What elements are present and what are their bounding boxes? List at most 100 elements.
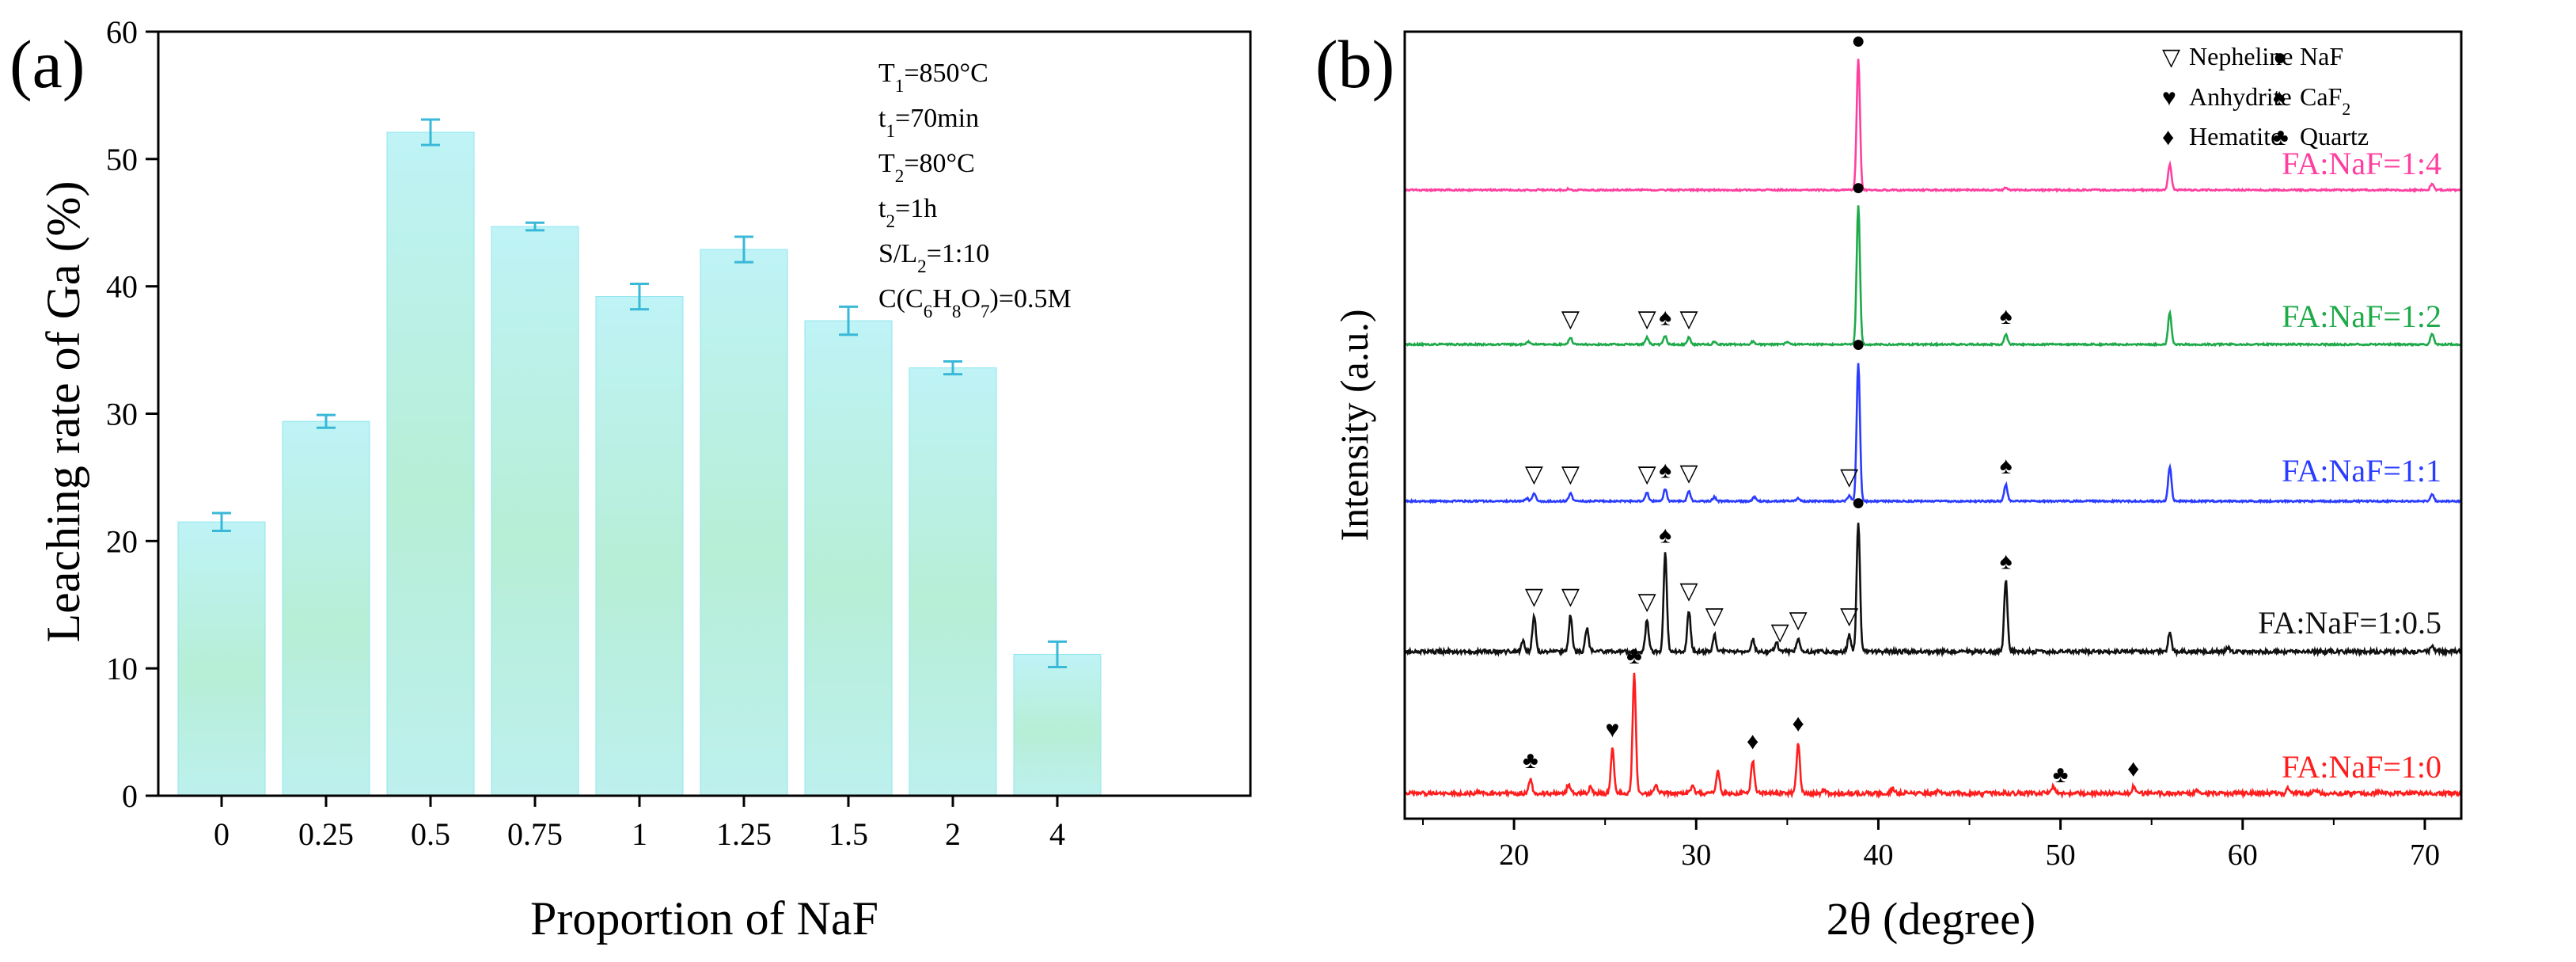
xrd-series-label: FA:NaF=1:0.5 [2258, 605, 2441, 641]
bar [386, 131, 475, 797]
legend-symbol: ● [2273, 44, 2287, 70]
phase-marker: ▽ [1525, 584, 1543, 610]
x-tick-label: 50 [2046, 838, 2076, 872]
phase-marker: ♠ [1659, 457, 1671, 483]
bar [282, 420, 370, 797]
panel-a-bars [177, 131, 1102, 797]
panel-a-y-ticks: 0 10 20 30 40 50 60 [106, 14, 158, 814]
phase-marker: ▽ [1525, 461, 1543, 487]
phase-marker: ▽ [1561, 306, 1580, 332]
xrd-series-label: FA:NaF=1:4 [2282, 146, 2441, 181]
legend-symbol: ♦ [2162, 124, 2174, 150]
legend-symbol: ♥ [2162, 85, 2176, 111]
phase-marker: ♦ [1747, 728, 1758, 755]
panel-a-label: (a) [9, 26, 85, 102]
x-tick-label: 0.25 [298, 816, 354, 852]
panel-b-xrd-chart: (b) FA:NaF=1:4FA:NaF=1:2FA:NaF=1:1FA:NaF… [1315, 26, 2463, 945]
xrd-series-label: FA:NaF=1:0 [2282, 749, 2441, 785]
x-tick-label: 2 [945, 816, 961, 852]
phase-marker: ▽ [1638, 306, 1656, 332]
condition-text: S/L2=1:10 [878, 239, 989, 277]
xrd-pattern-line [1403, 672, 2463, 800]
x-tick-label: 1 [632, 816, 647, 852]
bar [595, 296, 684, 797]
panel-b-legend: ▽ Nepheline● NaF ♥ Anhydrite♠ CaF2 ♦ Hematite♣ Q… [2162, 42, 2369, 150]
panel-b-x-axis-label: 2θ (degree) [1827, 893, 2035, 945]
x-tick-label: 4 [1049, 816, 1065, 852]
y-tick-label: 40 [106, 269, 138, 305]
phase-marker: ▽ [1789, 607, 1808, 633]
legend-symbol: ♠ [2273, 85, 2286, 111]
y-tick-label: 50 [106, 142, 138, 177]
phase-marker: ▽ [1840, 603, 1858, 629]
phase-marker: ▽ [1561, 462, 1580, 488]
phase-marker: ♦ [1793, 711, 1804, 737]
bar [491, 226, 579, 797]
legend-symbol: ▽ [2162, 44, 2180, 70]
bar [700, 249, 788, 797]
panel-b-xrd-patterns: FA:NaF=1:4 FA:NaF=1:2 FA:NaF=1:1 FA:NaF=1:0… [1403, 59, 2463, 800]
panel-a-error-bars [212, 118, 1067, 669]
bar [177, 521, 266, 797]
panel-b-phase-markers: ●▽ ▽ ♠ ▽●♠▽ ▽ ▽ ♠ ▽ ▽●♠▽ ▽ ▽♠▽▽▽ ▽ ▽●♠♣♥♣♦♦♣ ♦ [1523, 28, 2139, 788]
phase-marker: ▽ [1680, 578, 1698, 604]
panel-b-y-axis-label: Intensity (a.u.) [1332, 310, 1376, 542]
phase-marker: ▽ [1840, 464, 1858, 490]
panel-b-x-ticks: 20 30 40 50 60 70 [1422, 819, 2440, 872]
x-tick-label: 40 [1863, 838, 1893, 872]
legend-label: Quartz [2300, 122, 2369, 150]
xrd-series-label: FA:NaF=1:1 [2282, 453, 2441, 489]
phase-marker: ▽ [1638, 588, 1656, 614]
phase-marker: ● [1851, 28, 1865, 54]
legend-label: Hematite [2189, 122, 2282, 150]
condition-text: t1=70min [878, 104, 979, 142]
panel-b-plot-frame [1403, 30, 2463, 820]
x-tick-label: 0.5 [411, 816, 450, 852]
phase-marker: ▽ [1771, 619, 1789, 645]
phase-marker: ♠ [2000, 453, 2013, 479]
xrd-pattern-line [1403, 59, 2462, 193]
xrd-series-label: FA:NaF=1:2 [2282, 298, 2441, 334]
y-tick-label: 0 [122, 778, 138, 814]
x-tick-label: 0 [214, 816, 230, 852]
x-tick-label: 20 [1499, 838, 1529, 872]
phase-marker: ▽ [1561, 584, 1580, 610]
bar [909, 367, 997, 797]
panel-a-x-ticks: 0 0.25 0.5 0.75 1 1.25 1.5 2 4 [214, 796, 1065, 852]
x-tick-label: 70 [2410, 838, 2440, 872]
legend-label: Anhydrite [2189, 82, 2292, 111]
condition-text: t2=1h [878, 194, 937, 232]
condition-text: T2=80°C [878, 149, 975, 187]
y-tick-label: 20 [106, 523, 138, 559]
phase-marker: ● [1851, 174, 1865, 200]
legend-label: NaF [2300, 42, 2343, 70]
panel-a-conditions-box: T1=850°C t1=70min T2=80°C t2=1h S/L2=1:10 C(C… [878, 59, 1072, 322]
phase-marker: ▽ [1680, 306, 1698, 332]
xrd-pattern-line [1404, 205, 2461, 348]
bar [1013, 653, 1102, 797]
phase-marker: ♣ [2053, 762, 2069, 788]
phase-marker: ♠ [2000, 303, 2013, 329]
condition-text: T1=850°C [878, 59, 988, 97]
phase-marker: ▽ [1638, 462, 1656, 488]
panel-a-y-axis-label: Leaching rate of Ga (%) [37, 181, 89, 642]
y-tick-label: 60 [106, 14, 138, 50]
phase-marker: ♠ [1659, 305, 1671, 331]
phase-marker: ♠ [1659, 522, 1671, 548]
bar [804, 320, 893, 797]
phase-marker: ♠ [2000, 548, 2013, 574]
phase-marker: ▽ [1680, 460, 1698, 486]
phase-marker: ▽ [1705, 603, 1724, 629]
y-tick-label: 10 [106, 651, 138, 686]
x-tick-label: 0.75 [507, 816, 563, 852]
x-tick-label: 1.25 [716, 816, 772, 852]
legend-symbol: ♣ [2273, 124, 2289, 150]
phase-marker: ♣ [1626, 643, 1642, 669]
condition-text: C(C6H8O7)=0.5M [878, 284, 1072, 322]
xrd-pattern-line [1404, 523, 2463, 658]
phase-marker: ● [1851, 489, 1865, 515]
legend-label: Nepheline [2189, 42, 2293, 70]
x-tick-label: 60 [2228, 838, 2258, 872]
y-tick-label: 30 [106, 397, 138, 432]
